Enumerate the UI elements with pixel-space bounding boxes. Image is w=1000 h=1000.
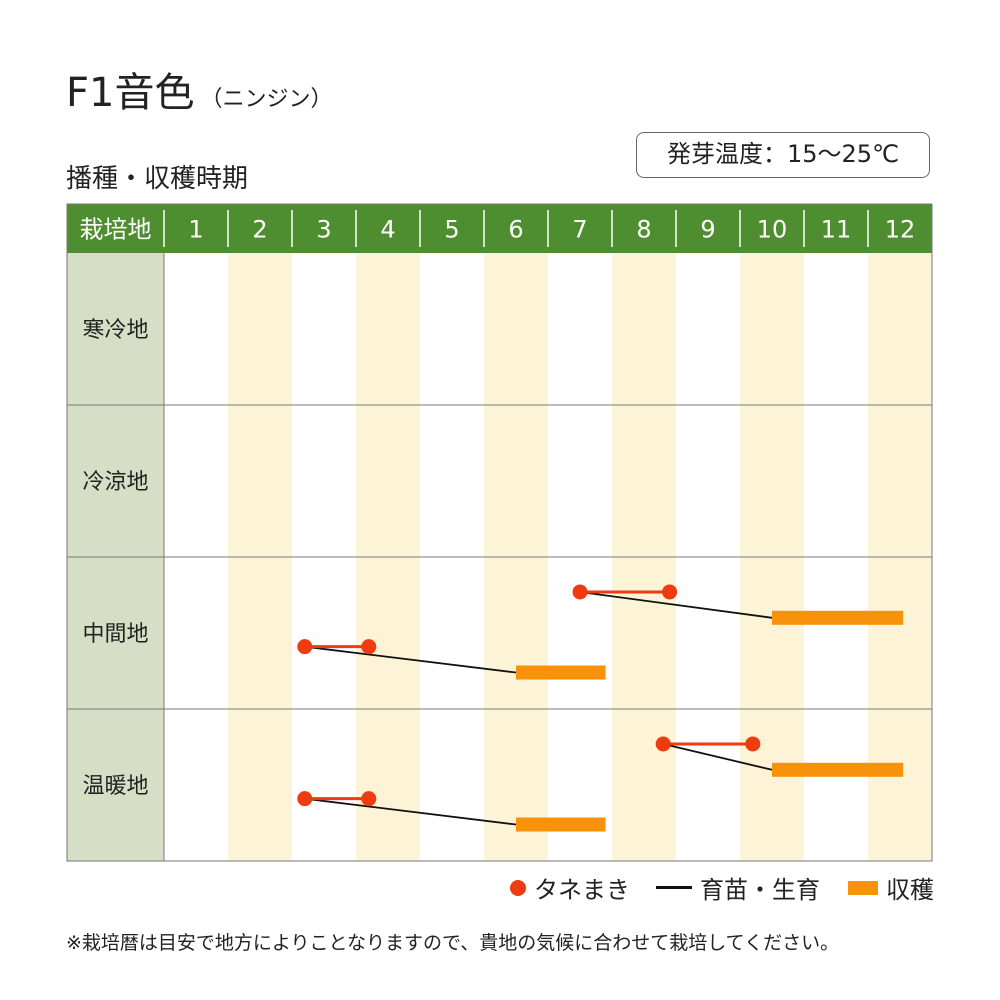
month-label: 9 [700, 216, 715, 244]
region-label: 温暖地 [82, 774, 148, 799]
sowing-end-dot [662, 584, 678, 600]
growing-line [304, 645, 517, 674]
sowing-end-dot [361, 639, 377, 655]
sowing-start-dot [655, 736, 671, 752]
month-label: 3 [316, 216, 331, 244]
corner-label: 栽培地 [80, 216, 152, 244]
germination-temp-badge: 発芽温度：15～25℃ [636, 132, 930, 178]
month-label: 2 [252, 216, 267, 244]
month-label: 8 [636, 216, 651, 244]
month-label: 4 [380, 216, 395, 244]
growing-line [662, 743, 773, 771]
sowing-start-dot [297, 639, 313, 655]
harvest-bar [772, 762, 904, 777]
footnote: ※栽培暦は目安で地方によりことなりますので、貴地の気候に合わせて栽培してください… [66, 932, 840, 954]
month-label: 11 [821, 216, 852, 244]
legend-sow: タネまき [510, 870, 630, 905]
sowing-end-dot [745, 736, 761, 752]
section-heading: 播種・収穫時期 [66, 164, 249, 194]
region-label: 寒冷地 [82, 318, 148, 343]
month-label: 10 [757, 216, 788, 244]
legend-harvest: 収穫 [848, 870, 934, 905]
region-label: 冷涼地 [82, 470, 148, 495]
harvest-bar [772, 610, 904, 625]
growing-line [579, 591, 773, 619]
sowing-start-dot [297, 791, 313, 807]
legend-harvest-label: 収穫 [886, 876, 934, 904]
sow-dot-icon [510, 879, 526, 896]
harvest-bar-icon [848, 880, 878, 895]
legend-grow: 育苗・生育 [656, 870, 820, 905]
legend: タネまき 育苗・生育 収穫 [0, 870, 1000, 905]
title-main: F1音色 [66, 70, 195, 116]
grow-line-icon [656, 886, 692, 889]
legend-sow-label: タネまき [534, 876, 630, 904]
month-label: 6 [508, 216, 523, 244]
title-sub: （ニンジン） [200, 87, 333, 112]
growing-line [304, 797, 517, 826]
region-label: 中間地 [82, 622, 148, 647]
harvest-bar [516, 665, 606, 680]
month-label: 12 [885, 216, 916, 244]
sowing-end-dot [361, 791, 377, 807]
sowing-start-dot [572, 584, 588, 600]
month-label: 7 [572, 216, 587, 244]
legend-grow-label: 育苗・生育 [700, 876, 820, 904]
month-label: 1 [188, 216, 203, 244]
harvest-bar [516, 817, 606, 832]
header-row-bg [67, 204, 932, 253]
page-title: F1音色 （ニンジン） [66, 60, 332, 118]
table-frame [66, 203, 933, 862]
month-label: 5 [444, 216, 459, 244]
